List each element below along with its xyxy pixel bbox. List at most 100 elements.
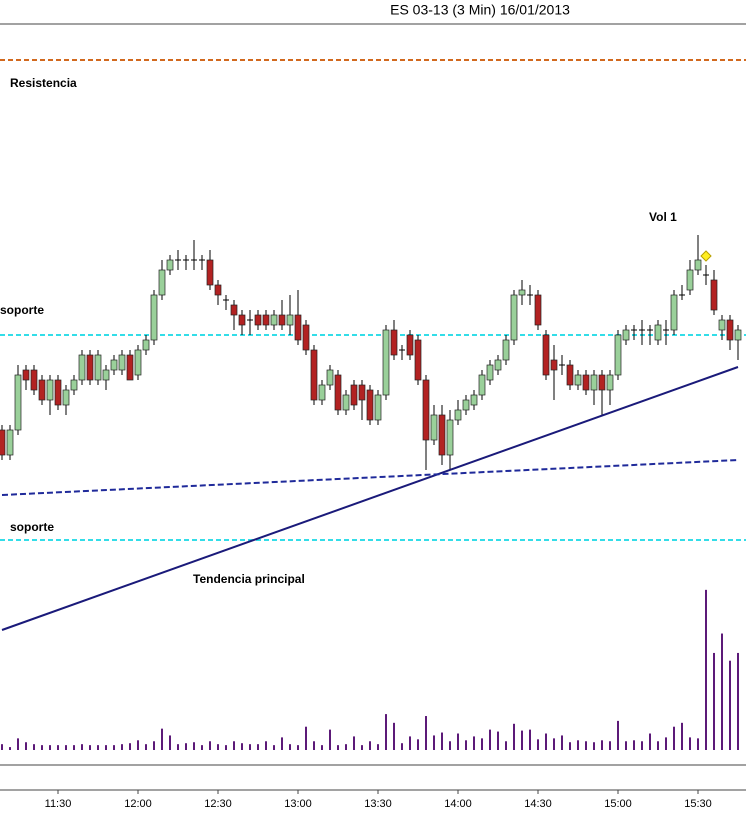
volume-bar bbox=[561, 735, 563, 750]
candle-body bbox=[102, 369, 110, 381]
volume-bar bbox=[313, 741, 315, 750]
candle-body bbox=[366, 389, 374, 421]
volume-bar bbox=[89, 745, 91, 750]
candle-body bbox=[310, 349, 318, 401]
volume-bar bbox=[265, 741, 267, 750]
candle-body bbox=[654, 324, 662, 341]
volume-bar bbox=[273, 745, 275, 750]
candle-body bbox=[406, 334, 414, 356]
volume-bar bbox=[73, 745, 75, 750]
volume-bar bbox=[489, 729, 491, 750]
x-tick-label: 13:30 bbox=[364, 798, 392, 810]
candle-body bbox=[574, 374, 582, 386]
volume-bar bbox=[433, 735, 435, 750]
candle-body bbox=[462, 399, 470, 411]
candle-body bbox=[94, 354, 102, 381]
candle-body bbox=[342, 394, 350, 411]
candle-body bbox=[22, 369, 30, 381]
volume-bar bbox=[81, 744, 83, 750]
volume-bar bbox=[257, 744, 259, 750]
candle-body bbox=[598, 374, 606, 391]
volume-bar bbox=[105, 745, 107, 750]
candle-body bbox=[550, 359, 558, 371]
candle-body bbox=[158, 269, 166, 296]
candle-body bbox=[390, 329, 398, 356]
volume-bar bbox=[449, 741, 451, 750]
marker-diamond bbox=[700, 250, 712, 262]
candle-body bbox=[118, 354, 126, 371]
volume-bar bbox=[241, 743, 243, 750]
volume-bar bbox=[305, 726, 307, 750]
candle-body bbox=[318, 384, 326, 401]
volume-bar bbox=[337, 745, 339, 750]
candle-body bbox=[734, 329, 742, 341]
x-tick-label: 15:00 bbox=[604, 798, 632, 810]
volume-bar bbox=[297, 745, 299, 750]
candle-body bbox=[486, 364, 494, 381]
candle-body bbox=[718, 319, 726, 331]
candle-body bbox=[686, 269, 694, 291]
candle-body bbox=[382, 329, 390, 396]
volume-bar bbox=[17, 738, 19, 750]
candle-body bbox=[254, 314, 262, 326]
level-label: Resistencia bbox=[10, 76, 77, 90]
candle-body bbox=[454, 409, 462, 421]
volume-bar bbox=[721, 633, 723, 750]
level-label: soporte bbox=[0, 303, 44, 317]
volume-bar bbox=[25, 742, 27, 750]
volume-bar bbox=[577, 740, 579, 750]
candle-body bbox=[478, 374, 486, 396]
candle-body bbox=[30, 369, 38, 391]
volume-bar bbox=[705, 589, 707, 750]
candle-body bbox=[214, 284, 222, 296]
volume-bar bbox=[465, 740, 467, 750]
volume-bar bbox=[97, 745, 99, 750]
candle-body bbox=[262, 314, 270, 326]
candle-body bbox=[510, 294, 518, 341]
volume-bar bbox=[633, 740, 635, 750]
x-tick-label: 12:30 bbox=[204, 798, 232, 810]
volume-bar bbox=[737, 652, 739, 750]
volume-bar bbox=[225, 745, 227, 750]
candle-body bbox=[270, 314, 278, 326]
volume-bar bbox=[153, 741, 155, 750]
candle-body bbox=[0, 429, 6, 456]
candle-body bbox=[150, 294, 158, 341]
volume-bar bbox=[601, 740, 603, 750]
volume-bar bbox=[145, 744, 147, 750]
volume-bar bbox=[113, 745, 115, 750]
candle-body bbox=[334, 374, 342, 411]
candle-body bbox=[518, 289, 526, 296]
volume-bar bbox=[169, 735, 171, 750]
volume-bar bbox=[713, 652, 715, 750]
volume-bar bbox=[1, 744, 3, 750]
volume-bar bbox=[65, 745, 67, 750]
volume-bar bbox=[641, 741, 643, 750]
candle-body bbox=[534, 294, 542, 326]
volume-bar bbox=[217, 744, 219, 750]
volume-bar bbox=[361, 745, 363, 750]
volume-bar bbox=[377, 744, 379, 750]
volume-bar bbox=[441, 732, 443, 750]
candle-body bbox=[46, 379, 54, 401]
volume-bar bbox=[617, 720, 619, 750]
x-tick-label: 14:30 bbox=[524, 798, 552, 810]
volume-bar bbox=[401, 743, 403, 750]
candle-body bbox=[606, 374, 614, 391]
volume-bar bbox=[681, 722, 683, 750]
volume-bar bbox=[553, 738, 555, 750]
volume-bar bbox=[505, 741, 507, 750]
candle-body bbox=[14, 374, 22, 431]
candle-body bbox=[446, 419, 454, 456]
marker-label: Vol 1 bbox=[649, 210, 677, 224]
candle-body bbox=[374, 394, 382, 421]
candle-body bbox=[350, 384, 358, 406]
chart-title: ES 03-13 (3 Min) 16/01/2013 bbox=[390, 2, 570, 18]
volume-bar bbox=[161, 728, 163, 750]
volume-bar bbox=[385, 714, 387, 750]
volume-bar bbox=[689, 737, 691, 750]
volume-bar bbox=[409, 736, 411, 750]
x-tick-label: 15:30 bbox=[684, 798, 712, 810]
volume-bar bbox=[193, 742, 195, 750]
candle-body bbox=[470, 394, 478, 406]
